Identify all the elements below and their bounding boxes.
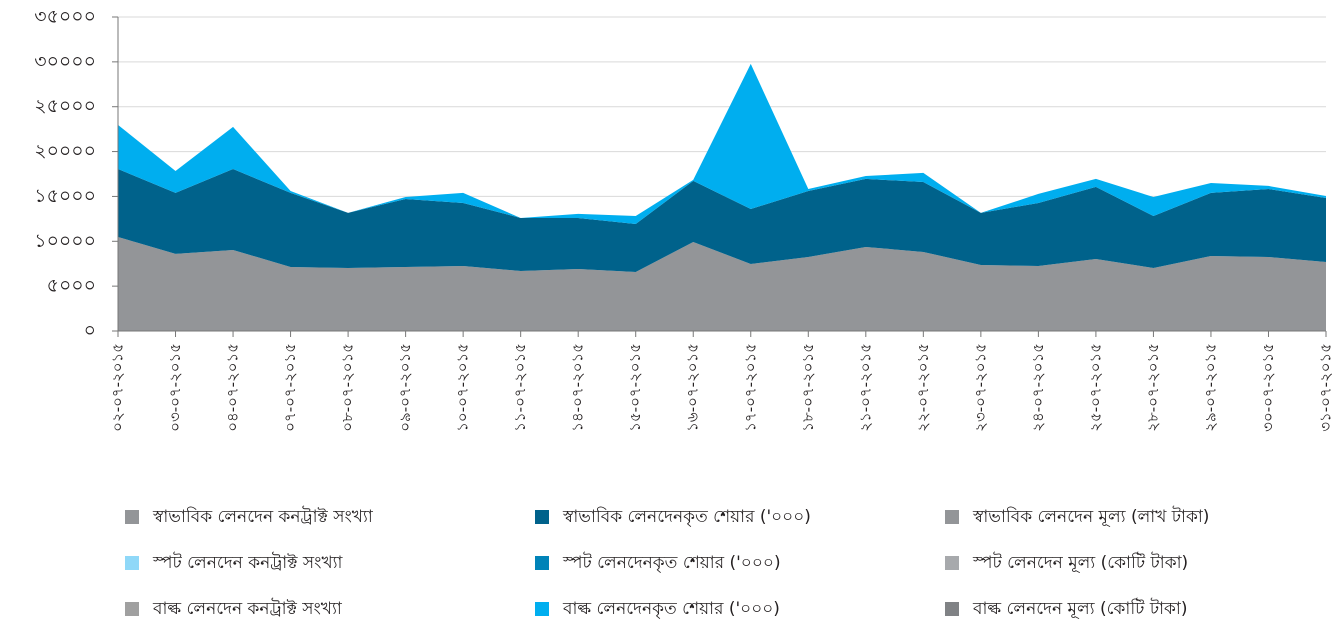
y-tick-label: ২০০০০ xyxy=(34,140,96,162)
legend-swatch xyxy=(125,556,139,570)
legend-swatch xyxy=(535,510,549,524)
legend-swatch xyxy=(125,510,139,524)
y-tick-label: ০ xyxy=(84,320,96,342)
x-tick-label: ০২-০৭-২০১৫ xyxy=(109,343,127,432)
legend-swatch xyxy=(945,556,959,570)
x-tick-label: ১১-০৭-২০১৫ xyxy=(511,343,529,432)
y-tick-label: ৫০০০ xyxy=(47,275,96,297)
y-tick-label: ২৫০০০ xyxy=(34,95,96,117)
x-tick-label: ০৮-০৭-২০১৫ xyxy=(339,343,357,432)
x-tick-label: ১৫-০৭-২০১৫ xyxy=(626,343,644,432)
legend-label: স্পট লেনদেন কনট্রাক্ট সংখ্যা xyxy=(152,552,344,573)
x-tick-label: ০৭-০৭-২০১৫ xyxy=(281,343,299,432)
legend-swatch xyxy=(945,602,959,616)
legend-label: স্বাভাবিক লেনদেন মূল্য (লাখ টাকা) xyxy=(972,506,1209,527)
y-tick-label: ১৫০০০ xyxy=(34,185,96,207)
legend-label: বাল্ক লেনদেন মূল্য (কোটি টাকা) xyxy=(972,598,1188,619)
x-tick-label: ২৮-০৭-২০১৫ xyxy=(1144,343,1162,432)
y-tick-label: ৩০০০০ xyxy=(34,50,96,72)
x-tick-label: ২৯-০৭-২০১৫ xyxy=(1201,343,1219,432)
area xyxy=(118,63,1326,224)
x-tick-label: ১০-০৭-২০১৫ xyxy=(454,343,472,432)
legend-label: বাল্ক লেনদেন কনট্রাক্ট সংখ্যা xyxy=(152,598,343,619)
x-tick-label: ২৪-০৭-২০১৫ xyxy=(1029,343,1047,432)
x-tick-label: ১৬-০৭-২০১৫ xyxy=(684,343,702,432)
x-tick-label: ১৭-০৭-২০১৫ xyxy=(741,343,759,432)
area xyxy=(118,236,1326,331)
x-tick-label: ০৩-০৭-২০১৫ xyxy=(166,343,184,432)
legend-label: স্পট লেনদেন মূল্য (কোটি টাকা) xyxy=(972,552,1188,573)
legend-swatch xyxy=(535,556,549,570)
x-tick-label: ৩০-০৭-২০১৫ xyxy=(1259,343,1277,432)
x-tick-label: ২৫-০৭-২০১৫ xyxy=(1086,343,1104,432)
x-tick-label: ৩১-০৭-২০১৫ xyxy=(1317,343,1335,432)
legend-swatch xyxy=(945,510,959,524)
legend-label: স্বাভাবিক লেনদেনকৃত শেয়ার ('০০০) xyxy=(562,506,811,527)
x-tick-label: ২১-০৭-২০১৫ xyxy=(856,343,874,432)
x-tick-label: ১৮-০৭-২০১৫ xyxy=(799,343,817,432)
x-tick-label: ২৩-০৭-২০১৫ xyxy=(971,343,989,432)
legend-swatch xyxy=(535,602,549,616)
legend-swatch xyxy=(125,602,139,616)
area xyxy=(118,168,1326,272)
legend-label: স্বাভাবিক লেনদেন কনট্রাক্ট সংখ্যা xyxy=(152,506,374,527)
x-tick-label: ২২-০৭-২০১৫ xyxy=(914,343,932,432)
legend-label: বাল্ক লেনদেনকৃত শেয়ার ('০০০) xyxy=(562,599,780,619)
y-tick-label: ৩৫০০০ xyxy=(34,6,96,28)
x-tick-label: ১৪-০৭-২০১৫ xyxy=(569,343,587,432)
legend-label: স্পট লেনদেনকৃত শেয়ার ('০০০) xyxy=(562,552,781,573)
x-tick-label: ০৯-০৭-২০১৫ xyxy=(396,343,414,432)
x-tick-label: ০৪-০৭-২০১৫ xyxy=(224,343,242,432)
y-tick-label: ১০০০০ xyxy=(34,230,96,252)
